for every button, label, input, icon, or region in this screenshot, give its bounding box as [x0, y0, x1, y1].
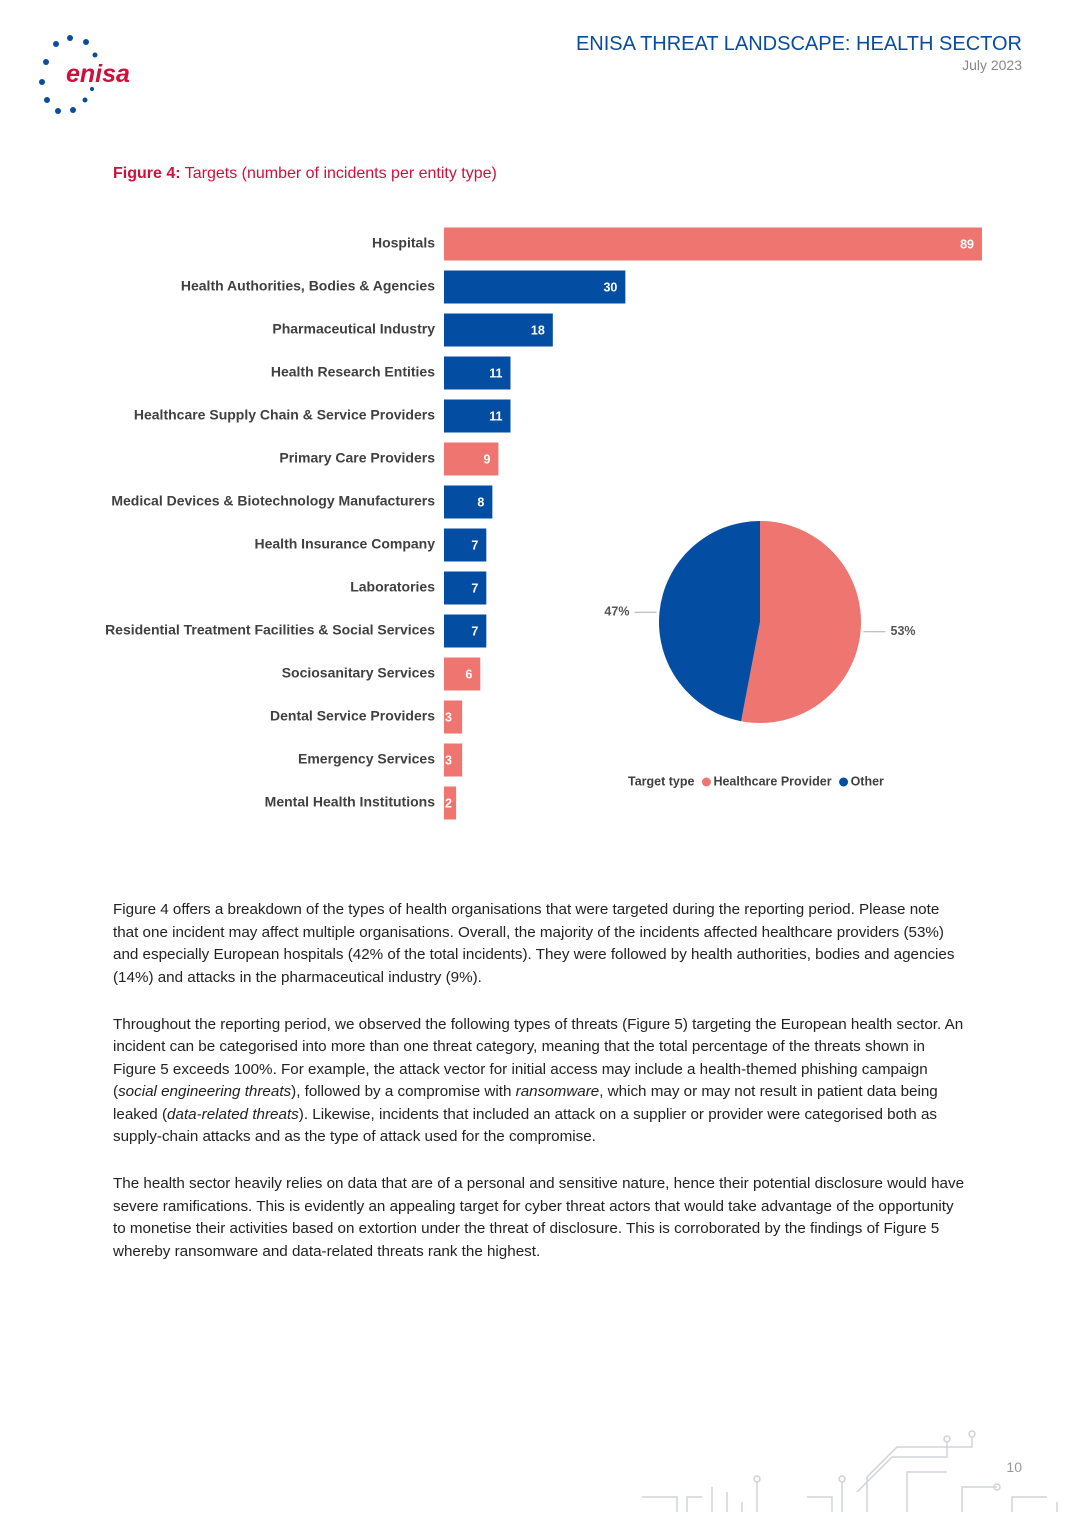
pie-label: 53%: [891, 624, 916, 638]
category-label: Residential Treatment Facilities & Socia…: [105, 622, 435, 638]
category-label: Health Authorities, Bodies & Agencies: [181, 278, 435, 294]
figure-label: Figure 4:: [113, 165, 181, 182]
value-label: 7: [471, 581, 478, 595]
value-label: 11: [489, 409, 502, 423]
paragraph: The health sector heavily relies on data…: [113, 1173, 968, 1263]
page-number: 10: [1006, 1459, 1022, 1475]
text-run: ), followed by a compromise with: [291, 1083, 516, 1100]
text-run: The health sector heavily relies on data…: [113, 1175, 965, 1260]
pie-slice: [659, 521, 760, 722]
paragraph: Throughout the reporting period, we obse…: [113, 1014, 968, 1149]
bar: [444, 442, 499, 476]
bar: [444, 700, 463, 734]
category-label: Mental Health Institutions: [265, 794, 436, 810]
emphasis: social engineering threats: [118, 1083, 292, 1100]
legend-swatch: [839, 777, 849, 787]
legend-label: Other: [851, 774, 884, 788]
value-label: 8: [477, 495, 484, 509]
emphasis: data-related threats: [167, 1105, 299, 1123]
figure-text: Targets (number of incidents per entity …: [184, 165, 497, 182]
value-label: 18: [531, 323, 545, 337]
value-label: 89: [960, 237, 974, 251]
bar: [444, 743, 463, 777]
figure-caption: Figure 4: Targets (number of incidents p…: [113, 165, 497, 183]
bar: [444, 313, 553, 347]
value-label: 11: [489, 366, 502, 380]
category-label: Emergency Services: [298, 751, 435, 767]
paragraph: Figure 4 offers a breakdown of the types…: [113, 899, 968, 989]
bar: [444, 356, 511, 390]
category-label: Primary Care Providers: [279, 450, 435, 466]
value-label: 6: [465, 667, 472, 681]
value-label: 9: [483, 452, 490, 466]
category-label: Sociosanitary Services: [282, 665, 436, 681]
logo: enisa: [66, 60, 130, 88]
text-run: ). Likewise, incidents that included an …: [113, 1105, 937, 1146]
bar: [444, 485, 493, 519]
category-label: Health Insurance Company: [255, 536, 436, 552]
header-date: July 2023: [962, 57, 1022, 73]
value-label: 30: [603, 280, 617, 294]
circuit-decoration: [642, 1430, 1058, 1512]
value-label: 3: [445, 753, 452, 767]
bar: [444, 786, 457, 820]
category-label: Pharmaceutical Industry: [272, 321, 435, 337]
body-text: Figure 4 offers a breakdown of the types…: [113, 899, 968, 1288]
legend-title: Target type: [628, 774, 694, 788]
bar: [444, 399, 511, 433]
category-label: Dental Service Providers: [270, 708, 435, 724]
category-label: Laboratories: [350, 579, 435, 595]
value-label: 3: [445, 710, 452, 724]
text-run: Throughout the reporting period, we obse…: [113, 1015, 964, 1101]
text-run: , which may or may not result in patient…: [113, 1083, 938, 1123]
bar: [444, 614, 487, 648]
logo-stars: [39, 35, 98, 114]
header-title: ENISA THREAT LANDSCAPE: HEALTH SECTOR: [575, 33, 1022, 55]
category-label: Hospitals: [372, 235, 435, 251]
pie-label: 47%: [604, 605, 629, 619]
bar: [444, 528, 487, 562]
pie-slice: [741, 521, 862, 724]
legend-label: Healthcare Provider: [713, 774, 831, 788]
legend-swatch: [701, 777, 711, 787]
category-label: Health Research Entities: [271, 364, 435, 380]
category-label: Medical Devices & Biotechnology Manufact…: [111, 493, 435, 509]
emphasis: ransomware: [515, 1083, 600, 1100]
value-label: 7: [471, 538, 478, 552]
bar: [444, 657, 481, 691]
category-label: Healthcare Supply Chain & Service Provid…: [134, 407, 435, 423]
value-label: 7: [471, 624, 478, 638]
value-label: 2: [445, 796, 452, 810]
bar: [444, 571, 487, 605]
bar: [444, 270, 626, 304]
bar: [444, 227, 982, 261]
text-run: Figure 4 offers a breakdown of the types…: [113, 901, 955, 986]
